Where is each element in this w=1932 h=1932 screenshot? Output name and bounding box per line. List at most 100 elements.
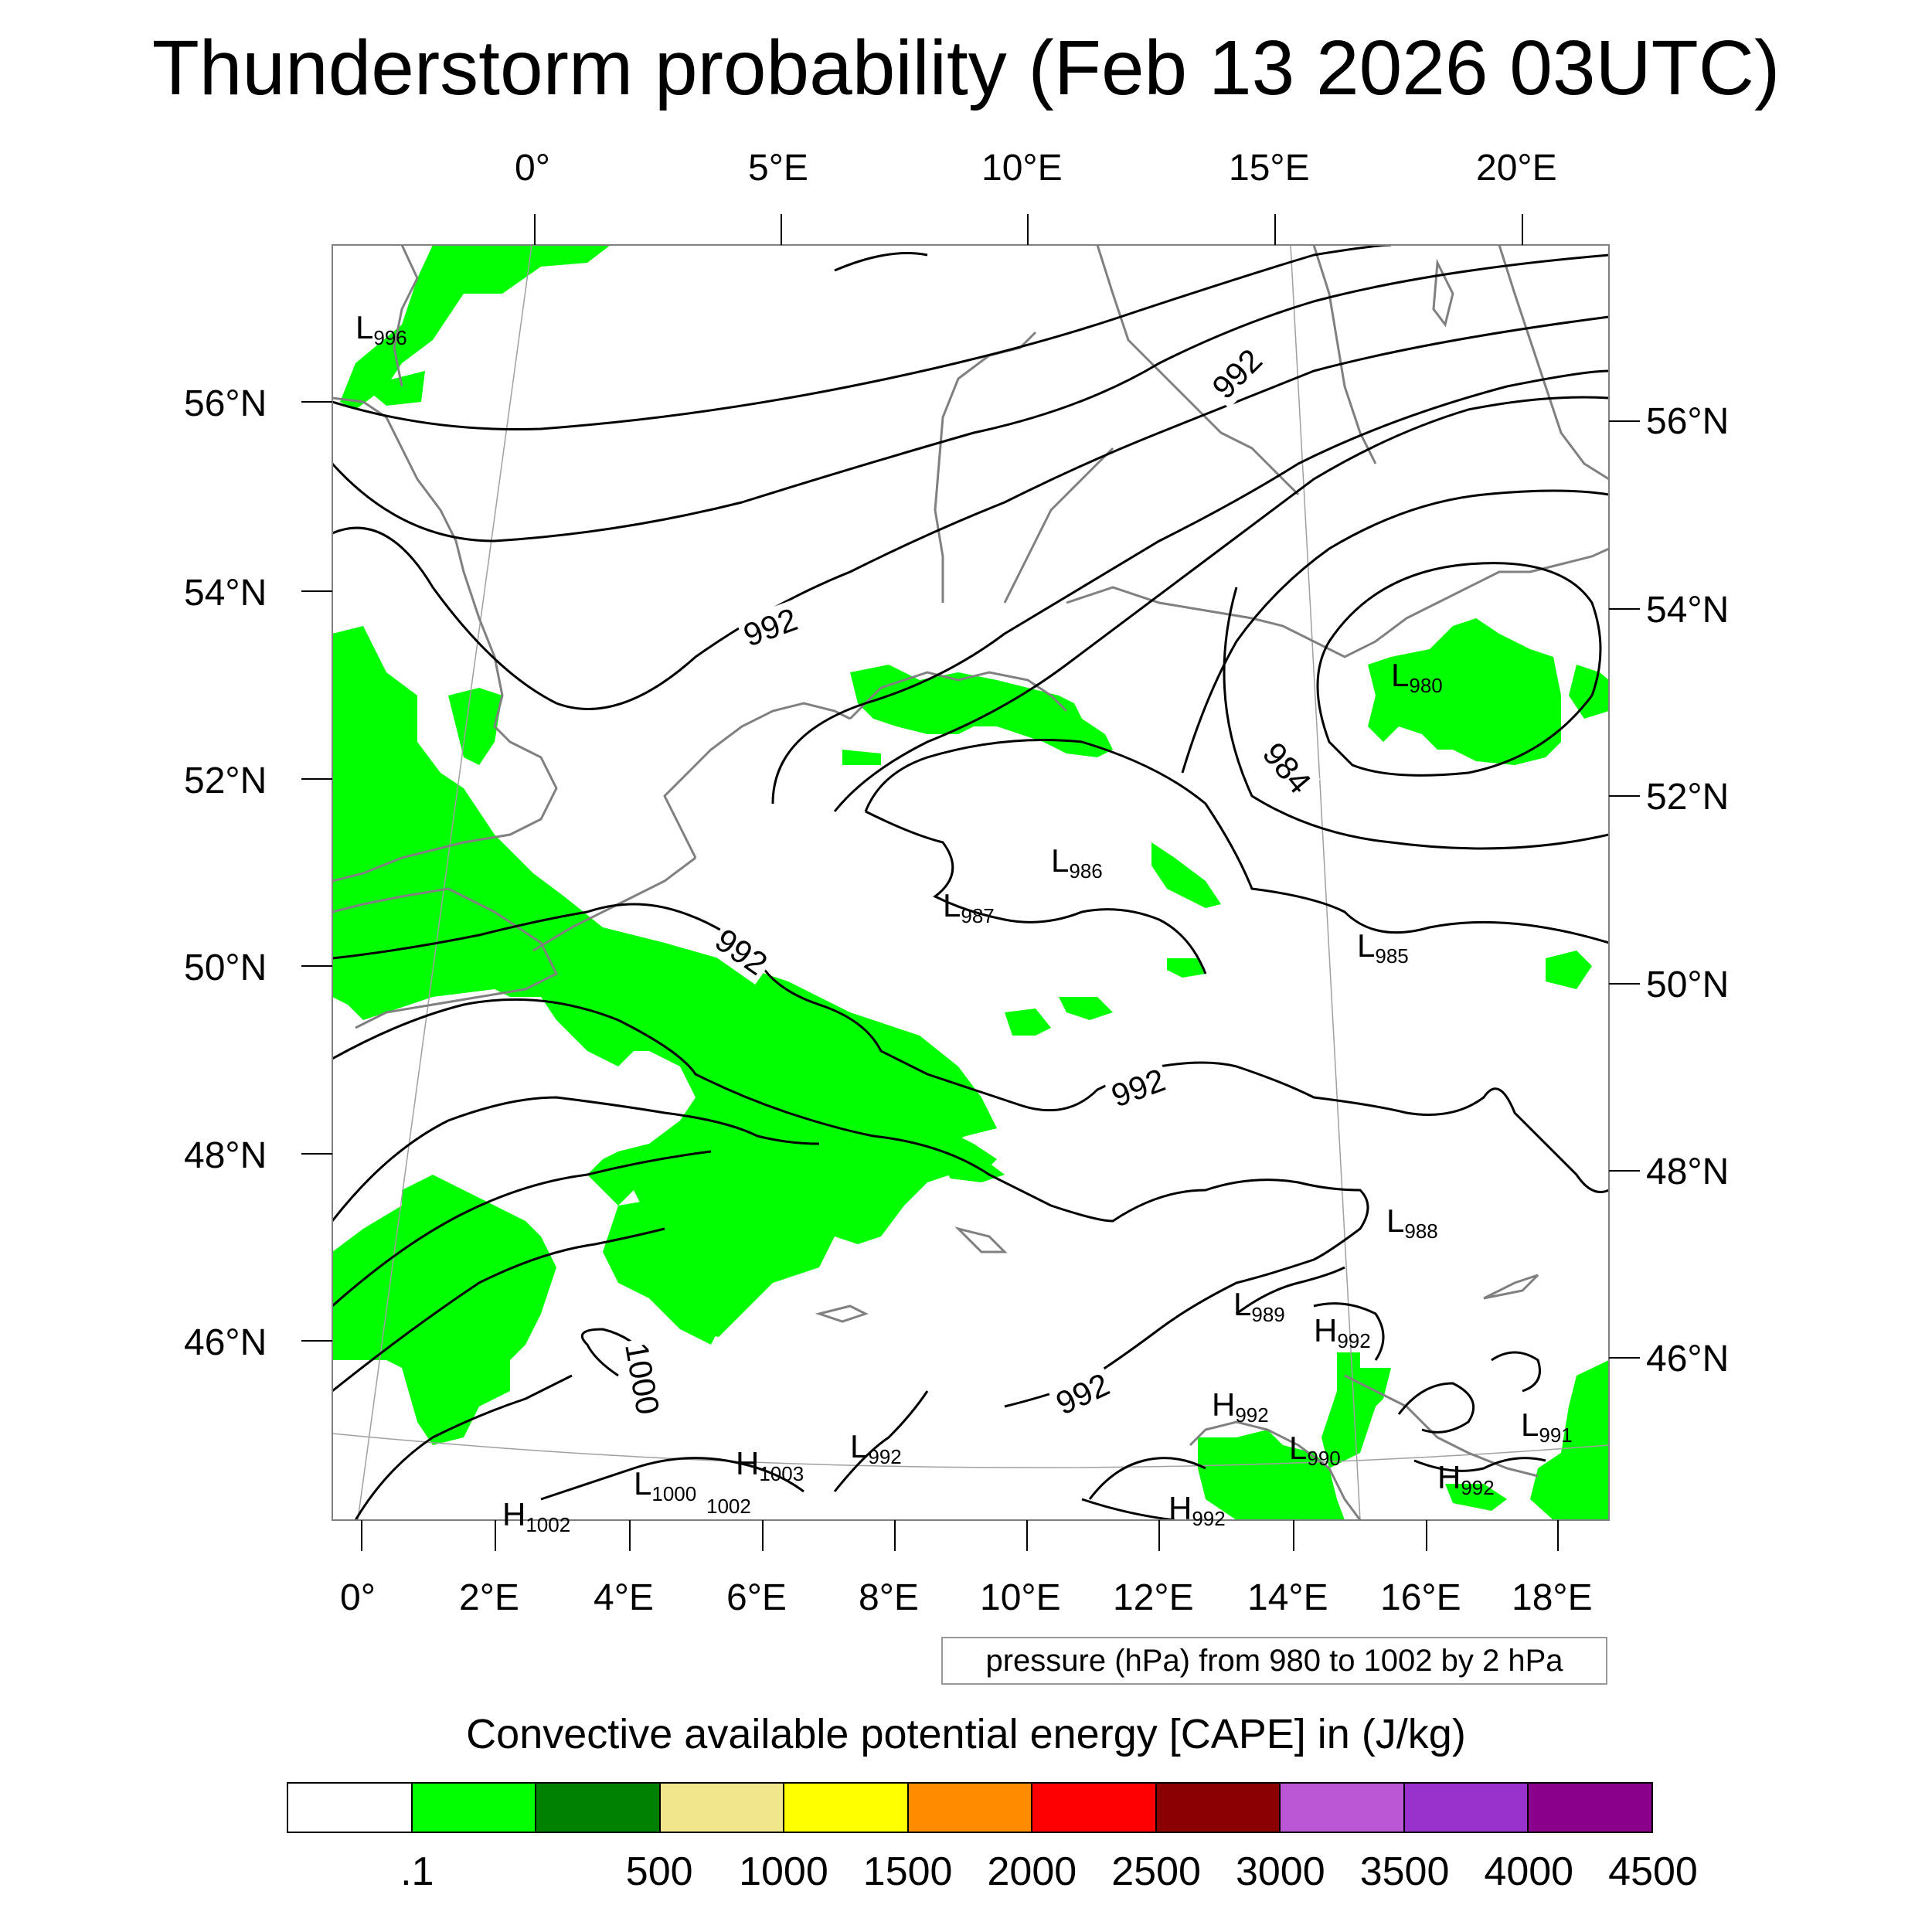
coast-denmark-east <box>1003 447 1114 604</box>
pressure-system-label: L988 <box>1386 1202 1438 1243</box>
cape-region-belgium <box>1167 958 1206 978</box>
colorbar-label: 1500 <box>862 1849 953 1894</box>
top-tick-label: 5°E <box>748 148 808 189</box>
cape-region-adriatic-east <box>1530 1360 1609 1520</box>
pressure-system-label: L1000 <box>634 1465 697 1505</box>
colorbar-label: 4000 <box>1484 1849 1574 1894</box>
isobar-2 <box>332 253 1609 543</box>
coast-gotland <box>1432 258 1454 328</box>
coast-adriatic <box>1189 1420 1362 1520</box>
isobar-980 <box>1316 562 1602 777</box>
colorbar-title: Convective available potential energy [C… <box>466 1711 1466 1757</box>
isobar-west-3 <box>332 1227 665 1393</box>
isobar-6 <box>1181 489 1609 774</box>
isobar-south-6 <box>1413 1457 1546 1472</box>
bottom-tick-label: 0° <box>340 1577 376 1618</box>
isobar-1000 <box>332 998 1369 1408</box>
pressure-info-box: pressure (hPa) from 980 to 1002 by 2 hPa <box>941 1637 1607 1685</box>
bottom-tick-label: 18°E <box>1512 1577 1593 1618</box>
cape-region-austria <box>943 1163 1005 1182</box>
left-tick-label: 52°N <box>184 760 267 801</box>
colorbar-cell <box>1156 1784 1281 1832</box>
bottom-tick-label: 2°E <box>459 1577 519 1618</box>
colorbar-label: 4500 <box>1608 1849 1698 1894</box>
isobar-3 <box>332 315 1609 710</box>
cape-region-central-europe <box>603 1082 997 1337</box>
left-tick-label: 46°N <box>184 1322 267 1363</box>
coast-baltic-east <box>1498 245 1609 481</box>
pressure-system-label: H992 <box>1314 1312 1371 1352</box>
cape-region-netherlands-small <box>842 750 881 765</box>
top-tick-label: 20°E <box>1476 148 1557 189</box>
cape-region-west-france <box>332 1175 556 1445</box>
isobar-south-7 <box>1313 1302 1385 1361</box>
right-tick-label: 56°N <box>1646 401 1730 442</box>
left-tick-label: 56°N <box>184 383 267 424</box>
cape-region-netherlands <box>850 665 1113 757</box>
cape-region-slovakia <box>1546 951 1592 989</box>
pressure-system-label: L992 <box>850 1428 902 1468</box>
tick-marks <box>301 214 1640 1551</box>
cape-region-croatia <box>1321 1352 1391 1468</box>
isobar-top-2 <box>332 245 1392 431</box>
colorbar-label: 3500 <box>1359 1849 1450 1894</box>
top-tick-label: 10°E <box>981 148 1063 189</box>
colorbar-label: 2500 <box>1111 1849 1201 1894</box>
isobar-south-1 <box>540 1457 804 1501</box>
cape-region-england-east <box>448 688 502 765</box>
cape-regions <box>332 245 1609 1520</box>
pressure-system-label: H992 <box>1168 1490 1226 1530</box>
meridian-0 <box>357 245 532 1520</box>
coast-lake-constance <box>954 1226 1008 1253</box>
coast-britain-upper <box>393 245 419 387</box>
cape-region-poland-east <box>1569 665 1609 719</box>
bottom-tick-label: 8°E <box>859 1577 919 1618</box>
isobar-west-2 <box>332 1150 712 1308</box>
cape-region-czech <box>1151 842 1221 908</box>
colorbar-cell <box>1529 1784 1652 1832</box>
top-tick-label: 0° <box>515 148 550 189</box>
top-tick-label: 15°E <box>1229 148 1310 189</box>
colorbar-label: 3000 <box>1235 1849 1325 1894</box>
pressure-system-label: H1003 <box>736 1445 804 1485</box>
coast-lake-geneva <box>815 1304 869 1323</box>
plot-frame <box>332 244 1610 1521</box>
isobar-984 <box>1223 587 1609 850</box>
chart-title: Thunderstorm probability (Feb 13 2026 03… <box>151 25 1781 111</box>
cape-region-bohemia <box>1005 1009 1051 1036</box>
colorbar-cell <box>1032 1784 1157 1832</box>
pressure-system-label: H1002 <box>502 1496 571 1536</box>
colorbar-label: 2000 <box>987 1849 1077 1894</box>
bottom-tick-label: 10°E <box>980 1577 1061 1618</box>
pressure-system-label: H992 <box>1212 1386 1269 1427</box>
right-tick-label: 46°N <box>1646 1338 1730 1379</box>
coast-belgium-netherlands <box>663 702 851 859</box>
isobar-south-3 <box>1088 1457 1206 1500</box>
colorbar-cell <box>784 1784 909 1832</box>
pressure-system-label: L987 <box>943 887 995 927</box>
cape-region-north-sea-top <box>340 245 611 410</box>
left-tick-label: 50°N <box>184 947 267 988</box>
colorbar-cell <box>908 1784 1033 1832</box>
isobar-4 <box>771 369 1609 804</box>
left-tick-label: 48°N <box>184 1135 267 1176</box>
isobar-south-9 <box>1491 1351 1541 1393</box>
cape-region-scotland <box>363 371 425 406</box>
colorbar-label: .1 <box>400 1849 434 1894</box>
pressure-system-label: L986 <box>1051 842 1103 883</box>
isobar-south-5 <box>1397 1382 1475 1434</box>
pressure-system-label: L989 <box>1233 1286 1285 1326</box>
colorbar-cell <box>660 1784 785 1832</box>
colorbar-cell <box>1404 1784 1529 1832</box>
parallel-45n <box>332 1433 1609 1468</box>
bottom-tick-label: 14°E <box>1247 1577 1328 1618</box>
coast-germany-north <box>849 671 1068 720</box>
right-tick-label: 48°N <box>1646 1151 1730 1192</box>
isobar-992-mid <box>332 903 1609 1193</box>
colorbar-cell <box>288 1784 413 1832</box>
graticule <box>332 245 1609 1520</box>
pressure-system-label: H992 <box>1437 1459 1495 1499</box>
meridian-15e <box>1290 245 1361 1520</box>
right-tick-label: 54°N <box>1646 590 1730 631</box>
